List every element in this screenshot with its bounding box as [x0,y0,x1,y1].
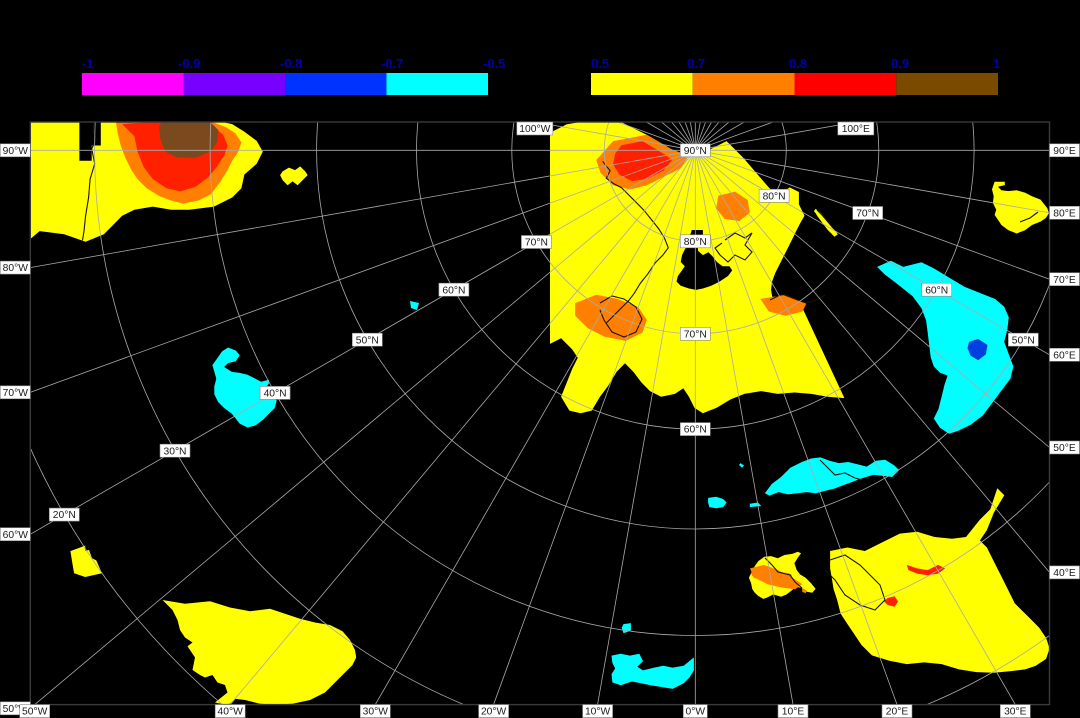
svg-text:90°W: 90°W [3,146,29,157]
svg-text:80°W: 80°W [3,263,29,274]
svg-text:70°E: 70°E [1053,275,1076,286]
svg-text:10°W: 10°W [585,707,611,718]
svg-text:0.7: 0.7 [687,56,705,71]
svg-text:70°N: 70°N [525,238,548,249]
svg-text:40°W: 40°W [218,707,244,718]
svg-text:80°E: 80°E [1053,208,1076,219]
svg-text:60°N: 60°N [684,425,707,436]
svg-text:70°N: 70°N [684,329,707,340]
svg-text:30°N: 30°N [163,446,186,457]
svg-text:70°W: 70°W [3,388,29,399]
svg-text:20°W: 20°W [481,707,507,718]
svg-text:30°E: 30°E [1004,707,1027,718]
svg-text:-0.9: -0.9 [178,56,200,71]
svg-text:10°E: 10°E [782,707,805,718]
svg-text:90°N: 90°N [684,146,707,157]
svg-text:90°E: 90°E [1053,146,1076,157]
svg-text:40°E: 40°E [1053,568,1076,579]
svg-text:1: 1 [993,56,1000,71]
svg-text:50°N: 50°N [1012,335,1035,346]
svg-text:50°W: 50°W [22,707,48,718]
svg-text:20°N: 20°N [53,510,76,521]
svg-text:70°N: 70°N [856,209,879,220]
svg-text:0.5: 0.5 [591,56,609,71]
svg-text:20°E: 20°E [886,707,909,718]
svg-text:-0.5: -0.5 [483,56,505,71]
svg-text:100°E: 100°E [842,124,870,135]
svg-text:60°E: 60°E [1053,350,1076,361]
svg-text:60°N: 60°N [442,285,465,296]
svg-text:50°E: 50°E [1053,443,1076,454]
svg-text:0°W: 0°W [686,707,706,718]
svg-text:-1: -1 [82,56,94,71]
svg-text:0.9: 0.9 [891,56,909,71]
svg-text:30°W: 30°W [363,707,389,718]
svg-text:0.8: 0.8 [789,56,807,71]
svg-text:60°N: 60°N [925,285,948,296]
svg-text:80°N: 80°N [763,191,786,202]
svg-text:100°W: 100°W [519,124,550,135]
svg-text:50°N: 50°N [356,335,379,346]
svg-text:-0.8: -0.8 [280,56,302,71]
svg-text:-0.7: -0.7 [381,56,403,71]
svg-text:80°N: 80°N [684,237,707,248]
svg-text:60°W: 60°W [3,530,29,541]
svg-text:40°N: 40°N [264,389,287,400]
